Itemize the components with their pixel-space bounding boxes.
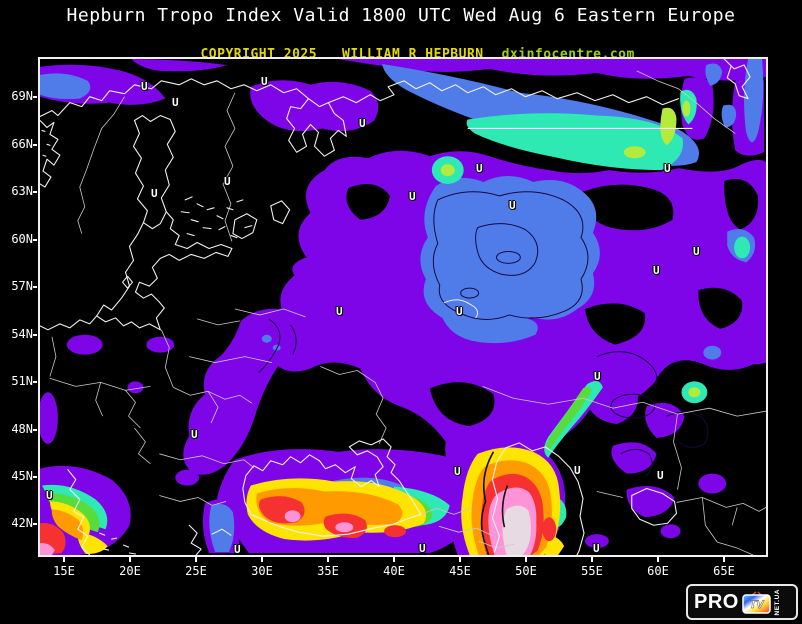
- lon-label: 30E: [251, 564, 273, 578]
- lon-tick: [129, 557, 131, 562]
- lon-label: 60E: [647, 564, 669, 578]
- lat-label: 54N: [11, 327, 33, 341]
- lon-tick: [261, 557, 263, 562]
- station-marker: U: [509, 199, 516, 212]
- station-marker: U: [224, 175, 231, 188]
- lon-tick: [591, 557, 593, 562]
- lat-tick: [33, 191, 37, 193]
- lat-label: 69N: [11, 89, 33, 103]
- lat-tick: [33, 239, 37, 241]
- station-marker: U: [234, 543, 241, 556]
- station-marker: U: [261, 75, 268, 88]
- lat-tick: [33, 381, 37, 383]
- logo-netua-text: NET.UA: [773, 588, 781, 616]
- station-marker: U: [359, 117, 366, 130]
- logo-pro-text: PRO: [694, 590, 739, 613]
- lon-label: 20E: [119, 564, 141, 578]
- station-marker: U: [141, 80, 148, 93]
- lat-label: 45N: [11, 469, 33, 483]
- lon-tick: [63, 557, 65, 562]
- station-marker: U: [172, 96, 179, 109]
- lat-label: 60N: [11, 232, 33, 246]
- lon-label: 45E: [449, 564, 471, 578]
- lon-label: 15E: [53, 564, 75, 578]
- lat-label: 63N: [11, 184, 33, 198]
- station-marker: U: [574, 464, 581, 477]
- station-marker: U: [593, 542, 600, 555]
- lon-tick: [525, 557, 527, 562]
- lat-label: 48N: [11, 422, 33, 436]
- station-marker: U: [151, 187, 158, 200]
- lat-label: 66N: [11, 137, 33, 151]
- lat-label: 57N: [11, 279, 33, 293]
- station-marker: U: [191, 428, 198, 441]
- lat-tick: [33, 334, 37, 336]
- station-marker: U: [336, 305, 343, 318]
- lat-tick: [33, 286, 37, 288]
- station-marker: U: [46, 489, 53, 502]
- station-marker: U: [693, 245, 700, 258]
- lat-label: 51N: [11, 374, 33, 388]
- tropo-map-graphic: [40, 59, 766, 555]
- lon-label: 25E: [185, 564, 207, 578]
- lon-tick: [459, 557, 461, 562]
- lon-tick: [657, 557, 659, 562]
- lat-tick: [33, 96, 37, 98]
- lon-label: 50E: [515, 564, 537, 578]
- lon-label: 35E: [317, 564, 339, 578]
- map-frame: [38, 57, 768, 557]
- station-marker: U: [419, 542, 426, 555]
- lat-tick: [33, 476, 37, 478]
- station-marker: U: [664, 162, 671, 175]
- map-title: Hepburn Tropo Index Valid 1800 UTC Wed A…: [66, 5, 736, 26]
- lat-tick: [33, 523, 37, 525]
- lon-tick: [195, 557, 197, 562]
- station-marker: U: [594, 370, 601, 383]
- lon-label: 55E: [581, 564, 603, 578]
- station-marker: U: [456, 305, 463, 318]
- tv-icon: TV: [742, 590, 772, 614]
- station-marker: U: [409, 190, 416, 203]
- station-marker: U: [454, 465, 461, 478]
- lat-tick: [33, 144, 37, 146]
- lon-tick: [723, 557, 725, 562]
- protv-logo: PRO TV NET.UA: [686, 584, 798, 620]
- station-marker: U: [657, 469, 664, 482]
- lon-label: 40E: [383, 564, 405, 578]
- lon-label: 65E: [713, 564, 735, 578]
- lon-tick: [327, 557, 329, 562]
- lat-label: 42N: [11, 516, 33, 530]
- svg-text:TV: TV: [749, 599, 765, 611]
- lon-tick: [393, 557, 395, 562]
- station-marker: U: [476, 162, 483, 175]
- station-marker: U: [653, 264, 660, 277]
- lat-tick: [33, 429, 37, 431]
